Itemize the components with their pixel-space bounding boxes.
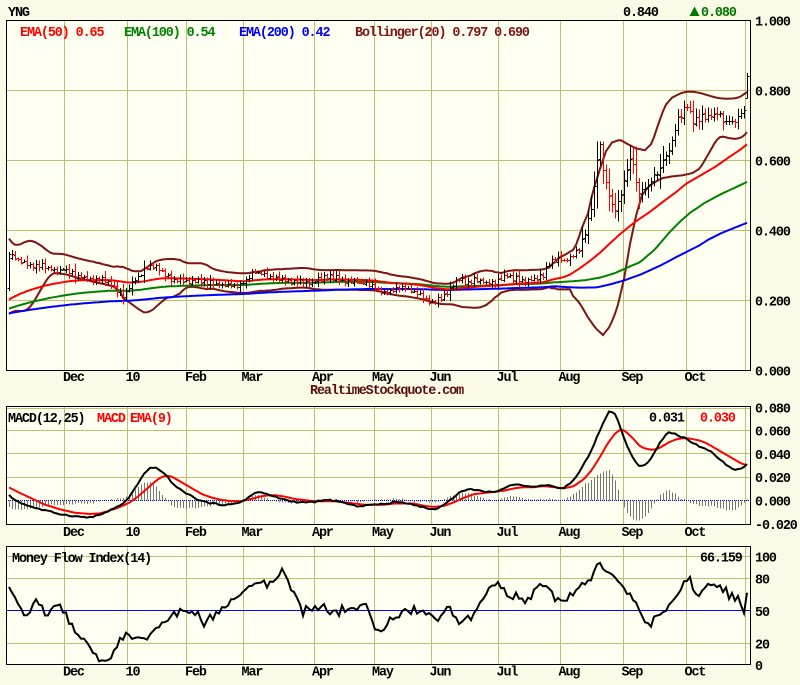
svg-text:0.600: 0.600: [755, 156, 791, 171]
svg-text:10: 10: [126, 526, 141, 541]
svg-text:Mar: Mar: [242, 371, 264, 386]
svg-text:0.030: 0.030: [700, 412, 736, 427]
svg-text:Apr: Apr: [312, 526, 334, 541]
svg-text:Aug: Aug: [559, 666, 581, 681]
svg-text:Dec: Dec: [63, 371, 85, 386]
svg-text:0.040: 0.040: [755, 449, 791, 464]
svg-text:0.000: 0.000: [755, 366, 791, 381]
svg-text:Feb: Feb: [185, 526, 207, 541]
svg-text:Dec: Dec: [63, 526, 85, 541]
svg-text:0.200: 0.200: [755, 296, 791, 311]
svg-text:Sep: Sep: [622, 371, 644, 386]
svg-text:0.031: 0.031: [649, 412, 685, 427]
svg-text:10: 10: [126, 371, 141, 386]
svg-text:Oct: Oct: [685, 526, 706, 541]
svg-text:MACD(12,25): MACD(12,25): [8, 412, 85, 427]
svg-text:Apr: Apr: [312, 666, 334, 681]
svg-text:Jun: Jun: [430, 666, 452, 681]
svg-text:Apr: Apr: [312, 371, 334, 386]
svg-text:0.080: 0.080: [701, 6, 737, 21]
svg-text:Aug: Aug: [559, 526, 581, 541]
svg-text:EMA(50) 0.65: EMA(50) 0.65: [20, 26, 105, 41]
svg-text:66.159: 66.159: [700, 552, 743, 567]
svg-text:1.000: 1.000: [755, 16, 791, 31]
svg-text:10: 10: [126, 666, 141, 681]
svg-text:May: May: [372, 526, 394, 541]
svg-text:-0.020: -0.020: [755, 519, 798, 534]
svg-text:May: May: [372, 371, 394, 386]
svg-text:80: 80: [755, 573, 770, 588]
svg-text:Jun: Jun: [430, 526, 452, 541]
svg-text:Sep: Sep: [622, 526, 644, 541]
svg-text:Oct: Oct: [685, 371, 706, 386]
svg-text:50: 50: [755, 606, 770, 621]
svg-text:Mar: Mar: [242, 666, 264, 681]
svg-text:100: 100: [755, 552, 777, 567]
svg-text:EMA(100) 0.54: EMA(100) 0.54: [124, 26, 215, 41]
svg-text:Money Flow Index(14): Money Flow Index(14): [12, 552, 151, 567]
svg-text:0: 0: [755, 660, 763, 675]
svg-text:Jul: Jul: [497, 526, 519, 541]
svg-text:0.080: 0.080: [755, 402, 791, 417]
svg-text:0.060: 0.060: [755, 426, 791, 441]
svg-text:RealtimeStockquote.com: RealtimeStockquote.com: [310, 384, 464, 399]
svg-text:Aug: Aug: [559, 371, 581, 386]
svg-text:0.840: 0.840: [623, 6, 659, 21]
svg-text:Mar: Mar: [242, 526, 264, 541]
svg-text:0.400: 0.400: [755, 226, 791, 241]
svg-text:Feb: Feb: [185, 666, 207, 681]
svg-text:0.020: 0.020: [755, 472, 791, 487]
svg-text:May: May: [372, 666, 394, 681]
svg-text:0.000: 0.000: [755, 496, 791, 511]
svg-text:Dec: Dec: [63, 666, 85, 681]
svg-text:YNG: YNG: [8, 6, 30, 21]
svg-text:Bollinger(20) 0.797 0.690: Bollinger(20) 0.797 0.690: [355, 26, 530, 41]
svg-text:0.800: 0.800: [755, 86, 791, 101]
svg-text:EMA(9): EMA(9): [130, 412, 172, 427]
svg-text:MACD: MACD: [97, 412, 126, 427]
svg-text:Jul: Jul: [497, 371, 519, 386]
svg-text:EMA(200) 0.42: EMA(200) 0.42: [239, 26, 330, 41]
svg-text:Jul: Jul: [497, 666, 519, 681]
svg-text:Oct: Oct: [685, 666, 706, 681]
svg-text:Sep: Sep: [622, 666, 644, 681]
svg-text:Jun: Jun: [430, 371, 452, 386]
svg-text:20: 20: [755, 638, 770, 653]
svg-text:Feb: Feb: [185, 371, 207, 386]
